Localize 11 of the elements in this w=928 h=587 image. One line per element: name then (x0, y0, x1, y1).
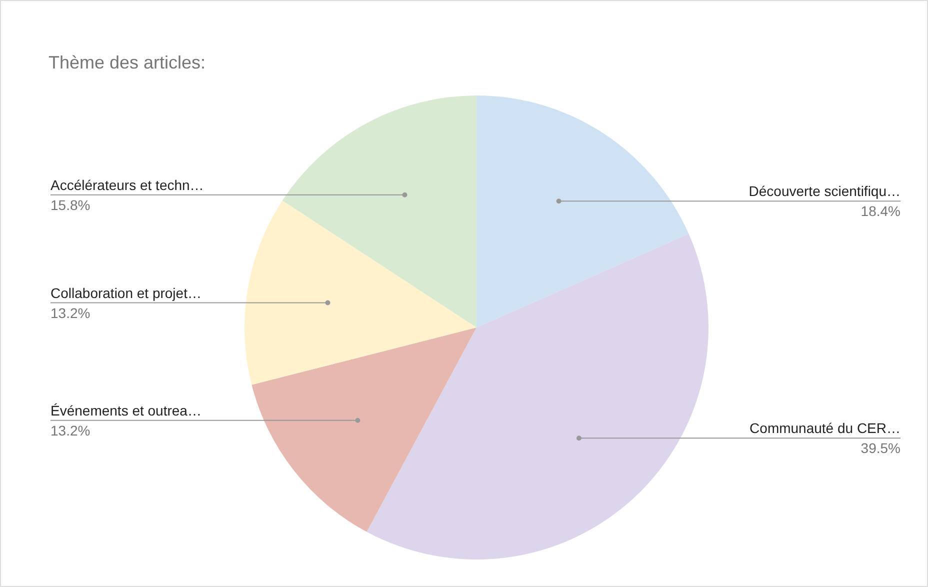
chart-title: Thème des articles: (48, 52, 206, 72)
data-label: 15.8% (50, 196, 90, 213)
data-label: 39.5% (860, 440, 901, 456)
slice-label: Collaboration et projet… (50, 284, 202, 301)
slice-label: Événements et outrea… (50, 402, 202, 418)
slice-label: Communauté du CER… (750, 420, 900, 436)
data-label: 13.2% (50, 304, 90, 321)
slice-label: Accélérateurs et techn… (50, 176, 204, 193)
slice-label: Découverte scientifiqu… (748, 183, 901, 200)
data-label: 13.2% (50, 422, 90, 438)
data-label: 18.4% (860, 203, 901, 220)
